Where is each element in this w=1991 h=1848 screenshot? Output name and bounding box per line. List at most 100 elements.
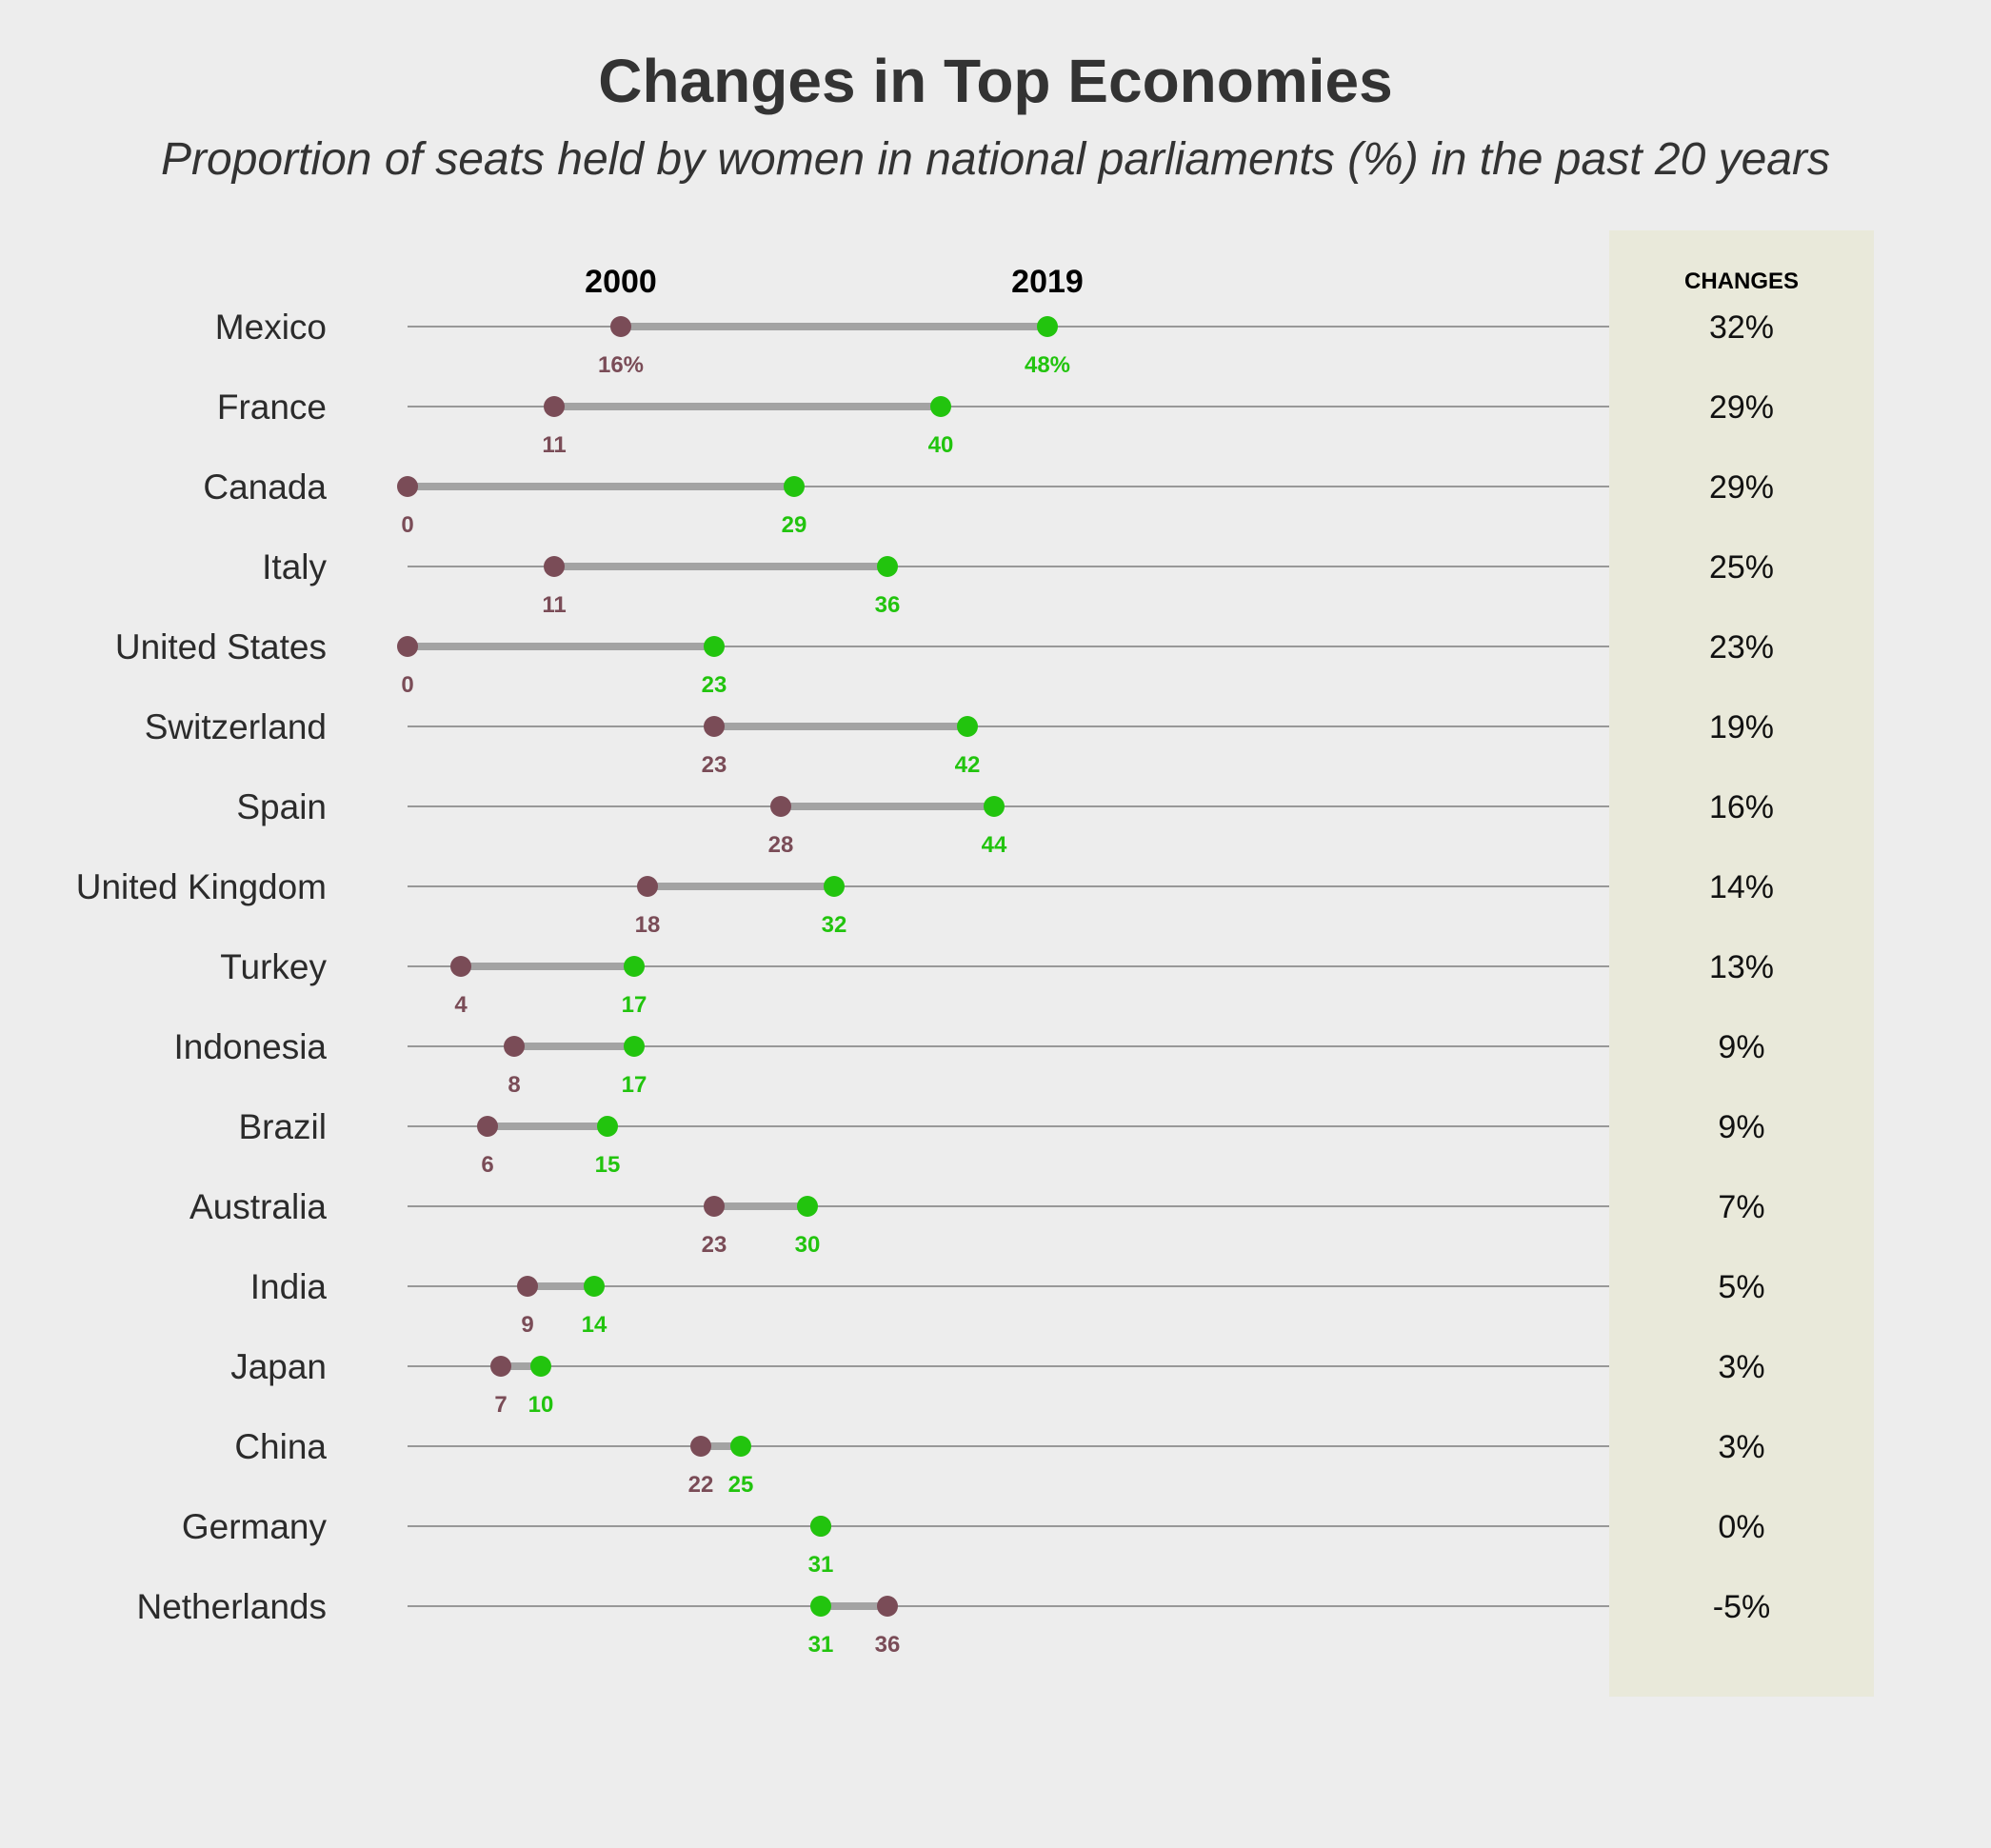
end-dot [810, 1516, 831, 1537]
start-dot [770, 796, 791, 817]
start-value-label: 0 [401, 512, 413, 538]
change-value: 7% [1718, 1189, 1764, 1225]
start-dot [544, 396, 565, 417]
start-value-label: 8 [508, 1072, 520, 1098]
country-label: China [234, 1427, 327, 1466]
end-value-label: 23 [702, 672, 727, 698]
start-dot [450, 956, 471, 977]
chart-title: Changes in Top Economies [598, 47, 1393, 115]
country-label: Australia [189, 1187, 327, 1226]
end-dot [877, 556, 898, 577]
end-value-label: 14 [582, 1312, 607, 1338]
end-dot [530, 1356, 551, 1377]
start-value-label: 36 [875, 1632, 901, 1658]
end-value-label: 48% [1025, 352, 1070, 378]
country-label: Brazil [238, 1107, 327, 1146]
end-dot [704, 636, 725, 657]
start-dot [637, 876, 658, 897]
start-value-label: 0 [401, 672, 413, 698]
start-dot [690, 1436, 711, 1457]
change-value: 5% [1718, 1269, 1764, 1305]
country-label: France [217, 387, 327, 427]
start-dot [397, 636, 418, 657]
end-dot [624, 956, 645, 977]
change-value: 23% [1709, 629, 1774, 666]
start-dot [397, 476, 418, 497]
change-value: 16% [1709, 789, 1774, 825]
change-value: 14% [1709, 869, 1774, 905]
end-value-label: 25 [728, 1472, 754, 1498]
end-dot [597, 1116, 618, 1137]
country-label: Canada [203, 467, 327, 507]
start-value-label: 11 [542, 432, 566, 458]
end-dot [930, 396, 951, 417]
change-value: 0% [1718, 1509, 1764, 1545]
change-value: 3% [1718, 1429, 1764, 1465]
end-value-label: 17 [622, 1072, 647, 1098]
start-dot [517, 1276, 538, 1297]
end-value-label: 31 [808, 1552, 834, 1578]
start-dot [544, 556, 565, 577]
change-value: 32% [1709, 309, 1774, 346]
end-value-label: 10 [528, 1392, 554, 1418]
end-dot [797, 1196, 818, 1217]
end-dot [984, 796, 1005, 817]
end-dot [1037, 316, 1058, 337]
country-label: United States [115, 627, 327, 666]
change-value: 9% [1718, 1029, 1764, 1065]
country-label: United Kingdom [76, 867, 327, 906]
start-value-label: 7 [494, 1392, 507, 1418]
country-label: Netherlands [136, 1587, 327, 1626]
end-dot [810, 1596, 831, 1617]
start-dot [610, 316, 631, 337]
change-value: 29% [1709, 389, 1774, 426]
end-dot [730, 1436, 751, 1457]
change-value: 29% [1709, 469, 1774, 506]
start-dot [477, 1116, 498, 1137]
start-value-label: 16% [598, 352, 644, 378]
change-value: 19% [1709, 709, 1774, 745]
end-value-label: 44 [982, 832, 1007, 858]
start-dot [504, 1036, 525, 1057]
start-value-label: 18 [635, 912, 661, 938]
changes-header: CHANGES [1684, 268, 1799, 294]
end-value-label: 42 [955, 752, 981, 778]
end-dot [784, 476, 805, 497]
start-dot [877, 1596, 898, 1617]
start-value-label: 23 [702, 752, 727, 778]
change-value: 3% [1718, 1349, 1764, 1385]
start-value-label: 22 [688, 1472, 714, 1498]
start-value-label: 11 [542, 592, 566, 618]
start-dot [490, 1356, 511, 1377]
end-dot [957, 716, 978, 737]
start-dot [704, 716, 725, 737]
end-dot [584, 1276, 605, 1297]
end-value-label: 32 [822, 912, 847, 938]
country-label: Italy [262, 547, 327, 586]
start-year-header: 2000 [585, 264, 657, 300]
end-value-label: 36 [875, 592, 901, 618]
country-label: Mexico [215, 308, 327, 347]
country-label: Japan [230, 1347, 327, 1386]
change-value: 13% [1709, 949, 1774, 985]
start-dot [704, 1196, 725, 1217]
end-value-label: 15 [595, 1152, 621, 1178]
end-value-label: 29 [782, 512, 807, 538]
country-label: Spain [236, 787, 327, 826]
change-value: 25% [1709, 549, 1774, 586]
end-value-label: 31 [808, 1632, 834, 1658]
changes-panel [1609, 230, 1874, 1697]
country-label: Indonesia [174, 1027, 328, 1066]
country-label: India [250, 1267, 328, 1306]
change-value: -5% [1713, 1589, 1770, 1625]
end-value-label: 40 [928, 432, 954, 458]
start-value-label: 23 [702, 1232, 727, 1258]
country-label: Turkey [220, 947, 327, 986]
country-label: Germany [182, 1507, 328, 1546]
chart-subtitle: Proportion of seats held by women in nat… [161, 134, 1830, 185]
end-value-label: 17 [622, 992, 647, 1018]
end-dot [824, 876, 845, 897]
start-value-label: 28 [768, 832, 794, 858]
